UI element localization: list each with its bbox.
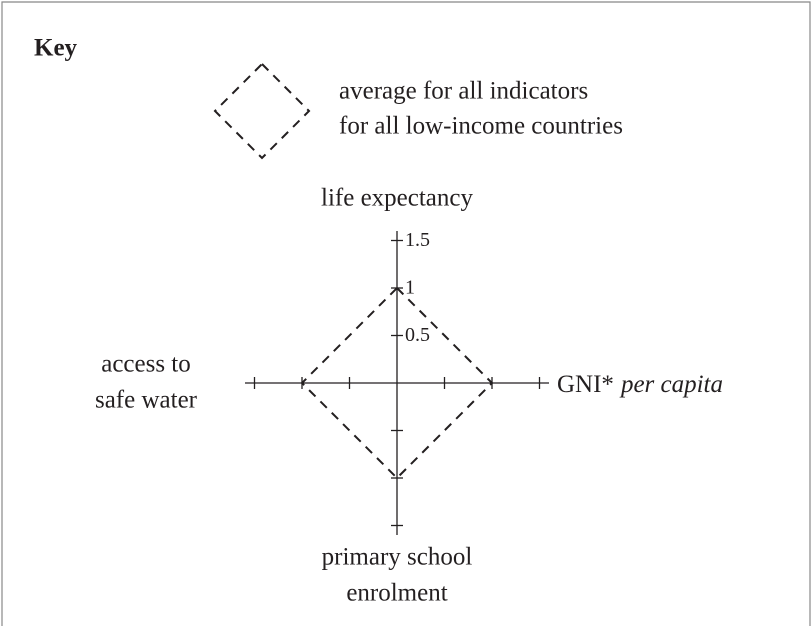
axis-label: access to [101,351,191,378]
tick-label: 0.5 [405,324,430,346]
axis-label: life expectancy [321,185,473,212]
axis-label: enrolment [346,580,447,607]
legend-symbol [213,62,311,160]
tick-label: 1.5 [405,229,430,251]
axis-label-part: per capita [619,371,723,398]
key-title: Key [34,35,78,62]
axis-label: primary school [322,544,473,571]
tick-label: 1 [405,277,415,299]
legend-text: for all low-income countries [339,113,623,140]
legend-text: average for all indicators [339,78,588,105]
axis-label: safe water [95,387,198,414]
axis-label-part: GNI* [557,371,614,398]
axis-label: GNI* per capita [557,371,723,398]
